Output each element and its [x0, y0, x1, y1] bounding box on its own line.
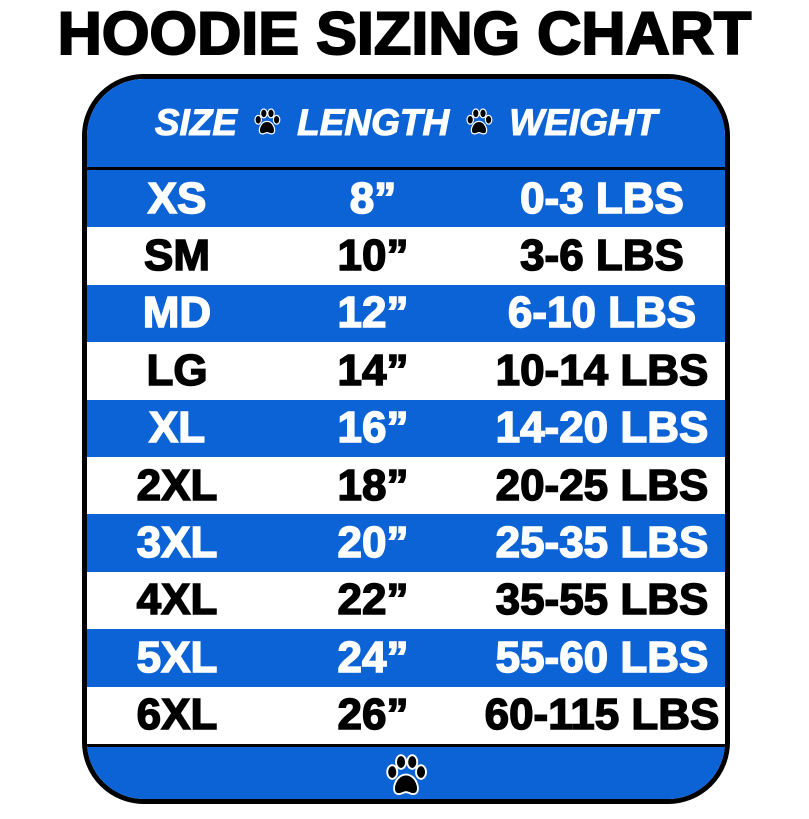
length-cell: 24”	[337, 632, 409, 683]
weight-cell: 35-55 LBS	[495, 575, 709, 626]
page-title: HOODIE SIZING CHART	[57, 0, 753, 67]
paw-print-icon	[254, 108, 281, 135]
header-weight: WEIGHT	[509, 102, 658, 144]
size-cell: 6XL	[136, 689, 218, 740]
length-cell: 10”	[337, 230, 409, 281]
table-row: XS 8” 0-3 LBS	[87, 170, 725, 228]
table-header: SIZE LENGTH WEIGHT	[87, 79, 725, 170]
table-row: 4XL 22” 35-55 LBS	[87, 571, 725, 630]
length-cell: 8”	[349, 173, 397, 224]
header-length: LENGTH	[297, 102, 450, 144]
table-row: 3XL 20” 25-35 LBS	[87, 514, 725, 572]
table-row: MD 12” 6-10 LBS	[87, 284, 725, 343]
weight-cell: 25-35 LBS	[495, 517, 709, 568]
table-row: XL 16” 14-20 LBS	[87, 399, 725, 457]
weight-cell: 20-25 LBS	[495, 460, 709, 511]
size-cell: 5XL	[136, 632, 218, 683]
table-row: 2XL 18” 20-25 LBS	[87, 456, 725, 515]
weight-cell: 10-14 LBS	[495, 345, 709, 396]
length-cell: 20”	[337, 517, 409, 568]
sizing-table: SIZE LENGTH WEIGHT XS 8” 0-3 LBS SM 10” 3-6 L…	[82, 74, 730, 804]
table-row: LG 14” 10-14 LBS	[87, 342, 725, 400]
paw-print-icon	[466, 108, 493, 135]
size-cell: XL	[148, 403, 206, 454]
header-size: SIZE	[154, 102, 238, 144]
weight-cell: 55-60 LBS	[495, 632, 709, 683]
size-cell: 4XL	[136, 575, 218, 626]
length-cell: 18”	[337, 460, 409, 511]
paw-print-icon	[386, 754, 427, 795]
weight-cell: 0-3 LBS	[519, 173, 684, 224]
length-cell: 16”	[337, 403, 409, 454]
size-cell: XS	[147, 173, 207, 224]
table-row: 6XL 26” 60-115 LBS	[87, 686, 725, 744]
size-cell: 2XL	[136, 460, 218, 511]
length-cell: 12”	[337, 288, 409, 339]
table-footer	[87, 743, 725, 799]
weight-cell: 6-10 LBS	[507, 288, 697, 339]
weight-cell: 60-115 LBS	[484, 689, 720, 740]
weight-cell: 3-6 LBS	[519, 230, 684, 281]
size-cell: MD	[142, 288, 212, 339]
table-row: SM 10” 3-6 LBS	[87, 227, 725, 285]
size-cell: LG	[146, 345, 209, 396]
table-row: 5XL 24” 55-60 LBS	[87, 629, 725, 687]
length-cell: 14”	[337, 345, 409, 396]
size-cell: 3XL	[136, 517, 218, 568]
weight-cell: 14-20 LBS	[495, 403, 709, 454]
length-cell: 26”	[337, 689, 409, 740]
length-cell: 22”	[337, 575, 409, 626]
size-cell: SM	[143, 230, 211, 281]
